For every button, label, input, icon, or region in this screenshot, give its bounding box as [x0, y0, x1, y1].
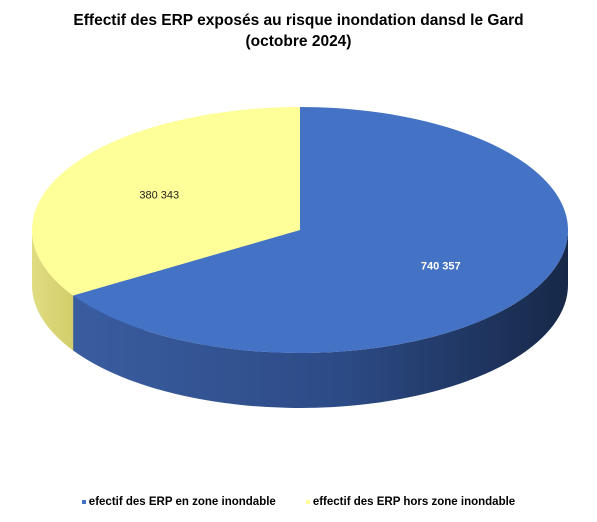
- legend-marker-1: [81, 500, 86, 504]
- chart-subtitle: (octobre 2024): [245, 33, 352, 50]
- pie-slice-1: [73, 107, 568, 354]
- legend: efectif des ERP en zone inondable effecti…: [0, 496, 597, 508]
- data-label-2: 380 343: [139, 189, 179, 201]
- legend-label-1: efectif des ERP en zone inondable: [88, 496, 276, 508]
- legend-marker-2: [305, 500, 310, 504]
- legend-item-2: effectif des ERP hors zone inondable: [305, 496, 516, 508]
- chart-title: Effectif des ERP exposés au risque inond…: [73, 12, 524, 29]
- legend-label-2: effectif des ERP hors zone inondable: [312, 496, 516, 508]
- pie-side-2: [32, 230, 74, 351]
- chart-title-block: Effectif des ERP exposés au risque inond…: [0, 10, 597, 52]
- legend-item-1: efectif des ERP en zone inondable: [81, 496, 276, 508]
- pie-slice-2: [32, 107, 301, 296]
- data-label-1: 740 357: [421, 261, 461, 273]
- pie-side-1: [73, 230, 568, 408]
